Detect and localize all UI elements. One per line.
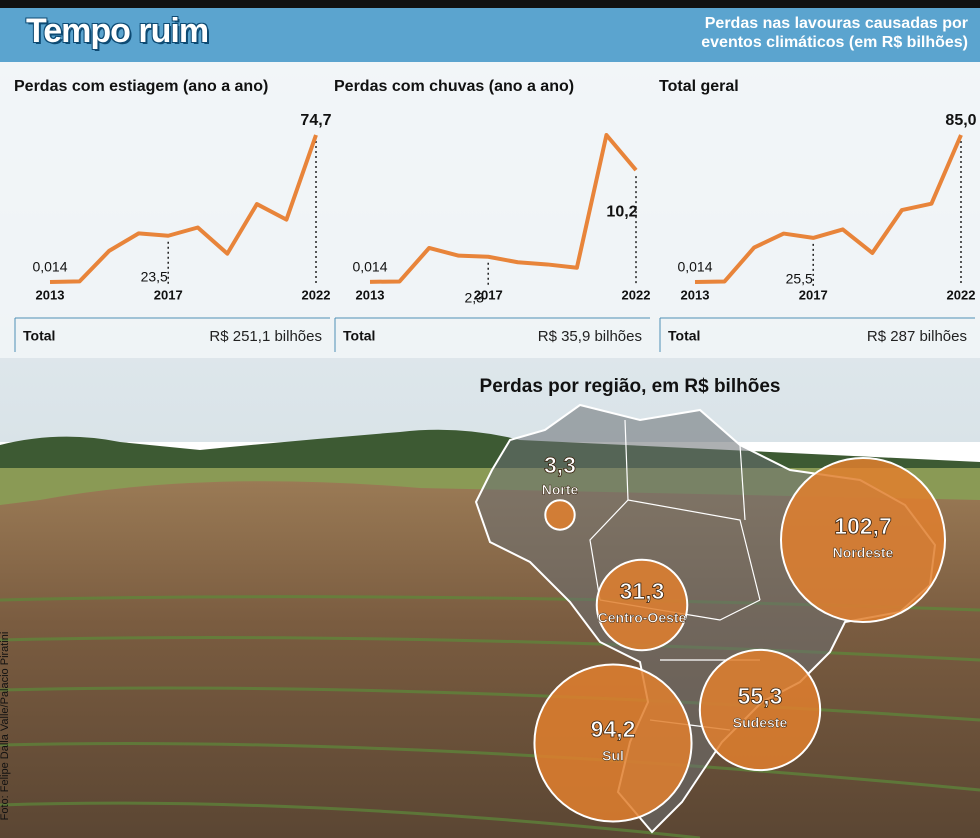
bubble — [780, 457, 946, 623]
map-title: Perdas por região, em R$ bilhões — [480, 376, 781, 397]
total-value: R$ 287 bilhões — [867, 328, 967, 345]
value-label: 23,5 — [141, 268, 168, 284]
bubble-label: Sul — [602, 748, 624, 764]
total-label: Total — [668, 328, 700, 344]
value-label: 0,014 — [677, 259, 712, 275]
bubble-value: 102,7 — [834, 513, 892, 539]
x-tick-label: 2017 — [474, 287, 503, 302]
value-label: 74,7 — [300, 112, 331, 129]
bubble-value: 3,3 — [544, 452, 576, 478]
x-tick-label: 2013 — [36, 287, 65, 302]
bubble-label: Centro-Oeste — [598, 610, 687, 626]
line — [49, 134, 318, 284]
x-tick-label: 2022 — [302, 287, 331, 302]
chart-title: Perdas com chuvas (ano a ano) — [334, 78, 574, 95]
total-label: Total — [23, 328, 55, 344]
value-label: 85,0 — [945, 112, 976, 129]
value-label: 2,3 — [464, 289, 484, 305]
photo-credit: Foto: Felipe Dalla Valle/Palacio Piratin… — [0, 631, 11, 821]
header-band — [0, 8, 980, 62]
subtitle: Perdas nas lavouras causadas por eventos… — [701, 15, 968, 51]
x-tick-label: 2017 — [154, 287, 183, 302]
bubble-value: 31,3 — [620, 578, 665, 604]
chart-title: Total geral — [659, 78, 739, 95]
bubble-value: 55,3 — [738, 683, 783, 709]
value-label: 10,2 — [606, 203, 637, 220]
line — [694, 134, 963, 284]
bubble — [595, 558, 689, 652]
bubble — [533, 663, 693, 823]
value-label: 25,5 — [786, 271, 813, 287]
x-tick-label: 2022 — [622, 287, 651, 302]
title: Tempo ruim — [26, 12, 209, 50]
chart-title: Perdas com estiagem (ano a ano) — [14, 78, 268, 95]
value-label: 0,014 — [352, 259, 387, 275]
total-value: R$ 35,9 bilhões — [538, 328, 642, 345]
bubble-label: Nordeste — [833, 545, 894, 561]
x-tick-label: 2013 — [356, 287, 385, 302]
line — [369, 133, 638, 284]
x-tick-label: 2022 — [947, 287, 976, 302]
total-label: Total — [343, 328, 375, 344]
chart-panel — [0, 62, 980, 358]
x-tick-label: 2017 — [799, 287, 828, 302]
bubble-label: Norte — [542, 482, 579, 498]
bubble-label: Sudeste — [733, 715, 788, 731]
total-value: R$ 251,1 bilhões — [209, 328, 322, 345]
bubble — [698, 648, 822, 772]
value-label: 0,014 — [32, 259, 67, 275]
bubble — [544, 499, 576, 531]
top-bar — [0, 0, 980, 8]
bubble-value: 94,2 — [591, 716, 636, 742]
x-tick-label: 2013 — [681, 287, 710, 302]
